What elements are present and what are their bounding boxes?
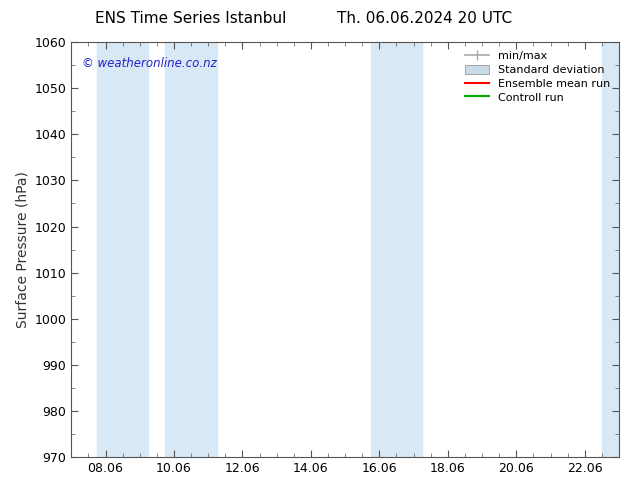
Text: ENS Time Series Istanbul: ENS Time Series Istanbul [94,11,286,26]
Bar [371,42,422,457]
Bar [602,42,619,457]
Y-axis label: Surface Pressure (hPa): Surface Pressure (hPa) [15,171,29,328]
Text: © weatheronline.co.nz: © weatheronline.co.nz [82,56,217,70]
Bar [97,42,148,457]
Text: Th. 06.06.2024 20 UTC: Th. 06.06.2024 20 UTC [337,11,512,26]
Legend: min/max, Standard deviation, Ensemble mean run, Controll run: min/max, Standard deviation, Ensemble me… [461,48,614,106]
Bar [165,42,217,457]
